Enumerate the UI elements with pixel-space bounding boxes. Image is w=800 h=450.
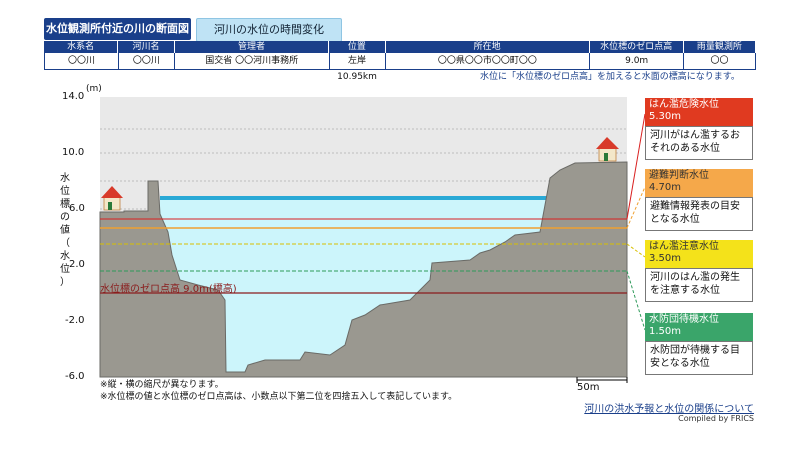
house-icon-right (596, 137, 619, 162)
level-description: 水防団が待機する目安となる水位 (645, 341, 753, 375)
level-value: 1.50m (649, 326, 682, 337)
tick-label: -6.0 (65, 371, 85, 382)
tab-water-level-time-change[interactable]: 河川の水位の時間変化 (196, 18, 342, 42)
station-info-table: 水系名 河川名 管理者 位置 所在地 水位標のゼロ点高 雨量観測所 〇〇川 〇〇… (44, 41, 756, 82)
level-description: 避難情報発表の目安となる水位 (645, 197, 753, 231)
footnote-rounding: ※水位標の値と水位標のゼロ点高は、小数点以下第二位を四捨五入して表記しています。 (100, 392, 458, 402)
axis-unit: (m) (86, 84, 102, 94)
cell-rain-station: 〇〇 (684, 53, 756, 70)
tick-label: 14.0 (62, 91, 85, 102)
level-connectors (626, 113, 646, 331)
credit-text: Compiled by FRICS (678, 414, 754, 423)
tick-label: -2.0 (65, 315, 85, 326)
cell-river-name: 〇〇川 (118, 53, 175, 70)
level-description: 河川のはん濫の発生を注意する水位 (645, 268, 753, 302)
tick-label: 6.0 (69, 203, 85, 214)
scale-label: 50m (577, 382, 600, 393)
header-location: 位置 (329, 41, 386, 53)
flood-forecast-link[interactable]: 河川の洪水予報と水位の関係について (584, 404, 754, 415)
cell-manager: 国交省 〇〇河川事務所 (174, 53, 330, 70)
tick-label: 2.0 (69, 259, 85, 270)
header-address: 所在地 (385, 41, 590, 53)
level-box-header: はん濫注意水位 3.50m (645, 240, 753, 268)
tab-cross-section[interactable]: 水位観測所付近の川の断面図 (44, 18, 191, 40)
level-box-header: はん濫危険水位 5.30m (645, 98, 753, 126)
level-box-header: 避難判断水位 4.70m (645, 169, 753, 197)
header-river-name: 河川名 (118, 41, 175, 53)
cell-location: 左岸10.95km (329, 53, 386, 82)
header-manager: 管理者 (174, 41, 330, 53)
level-name: 水防団待機水位 (649, 314, 719, 325)
level-description: 河川がはん濫するおそれのある水位 (645, 126, 753, 160)
level-name: はん濫注意水位 (649, 241, 719, 252)
table-header-row: 水系名 河川名 管理者 位置 所在地 水位標のゼロ点高 雨量観測所 (44, 41, 756, 53)
house-icon-left (101, 186, 123, 211)
table-row: 〇〇川 〇〇川 国交省 〇〇河川事務所 左岸10.95km 〇〇県〇〇市〇〇町〇… (44, 53, 756, 82)
level-value: 4.70m (649, 182, 682, 193)
cell-zero-elevation: 9.0m (590, 53, 685, 70)
tick-label: 10.0 (62, 147, 85, 158)
level-value: 5.30m (649, 111, 682, 122)
river-ground (99, 161, 628, 378)
current-water-surface (160, 196, 548, 200)
footnote-scale: ※縦・横の縮尺が異なります。 (100, 380, 224, 390)
level-box-header: 水防団待機水位 1.50m (645, 313, 753, 341)
header-zero-elevation: 水位標のゼロ点高 (589, 41, 684, 53)
level-box-evacuation: 避難判断水位 4.70m 避難情報発表の目安となる水位 (645, 169, 753, 231)
header-river-system: 水系名 (44, 41, 119, 53)
cell-river-system: 〇〇川 (44, 53, 119, 70)
cross-section-chart (99, 97, 646, 383)
zero-reference-label: 水位標のゼロ点高 9.0m(標高) (100, 284, 237, 295)
level-box-caution: はん濫注意水位 3.50m 河川のはん濫の発生を注意する水位 (645, 240, 753, 302)
level-name: はん濫危険水位 (649, 99, 719, 110)
header-rain-station: 雨量観測所 (683, 41, 756, 53)
y-axis-label: 水 位 標 の 値 （ 水 位 ） (60, 173, 70, 288)
level-name: 避難判断水位 (649, 170, 709, 181)
level-value: 3.50m (649, 253, 682, 264)
level-box-standby: 水防団待機水位 1.50m 水防団が待機する目安となる水位 (645, 313, 753, 375)
cell-address: 〇〇県〇〇市〇〇町〇〇 (385, 53, 591, 70)
elevation-note: 水位に「水位標のゼロ点高」を加えると水面の標高になります。 (480, 72, 740, 82)
level-box-danger: はん濫危険水位 5.30m 河川がはん濫するおそれのある水位 (645, 98, 753, 160)
